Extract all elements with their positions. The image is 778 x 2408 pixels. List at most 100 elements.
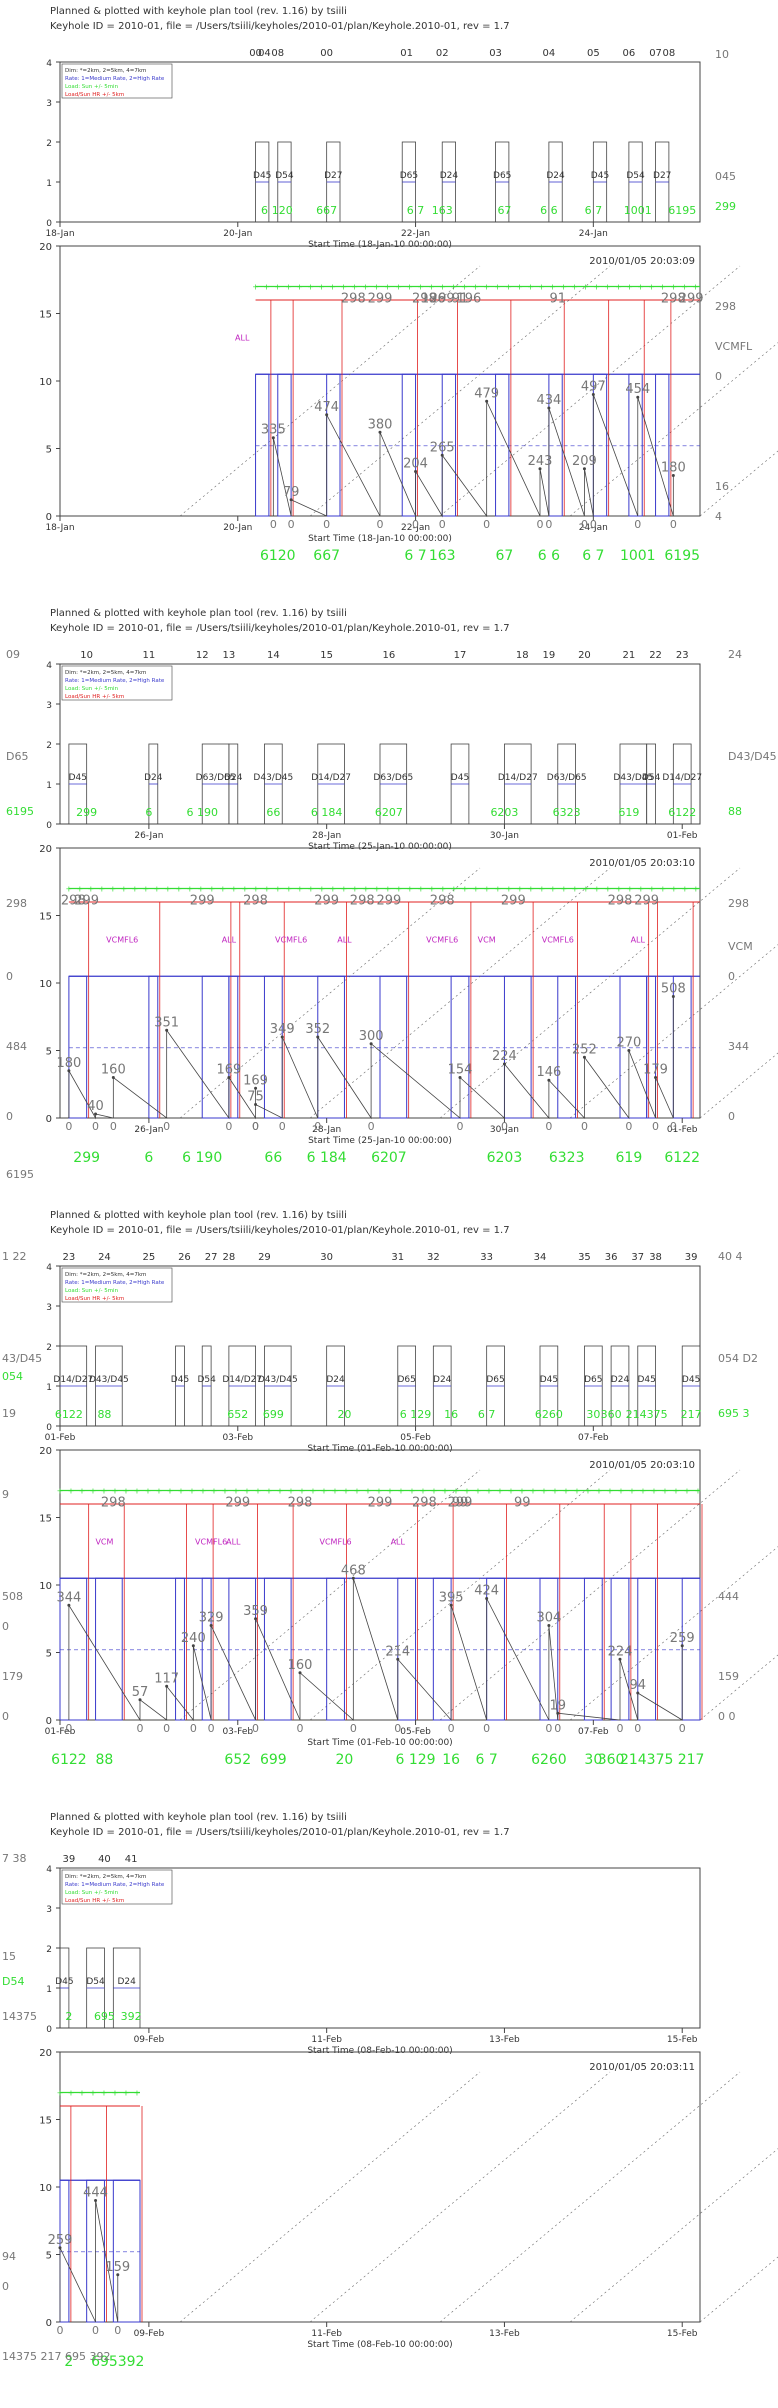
green-marker: + xyxy=(506,885,513,894)
upper-bottom-value: 652 xyxy=(227,1408,248,1421)
green-marker: + xyxy=(472,283,479,292)
activity-label: D45 xyxy=(253,171,271,181)
upper-y-tick-label: 3 xyxy=(46,1303,52,1313)
green-marker: + xyxy=(662,1487,669,1496)
data-point-label: 351 xyxy=(154,1015,179,1030)
upper-y-tick-label: 0 xyxy=(46,2025,52,2035)
top-hour-number: 32 xyxy=(427,1252,440,1263)
zero-label: 0 xyxy=(190,1722,197,1735)
lower-y-tick-label: 5 xyxy=(46,445,52,456)
green-marker: + xyxy=(90,2089,97,2098)
top-hour-number: 14 xyxy=(267,650,280,661)
lower-activity-box xyxy=(441,373,457,517)
data-point-label: 214 xyxy=(385,1644,410,1659)
green-marker: + xyxy=(189,1487,196,1496)
top-hour-number: 00 xyxy=(249,48,262,59)
zero-label: 0 xyxy=(252,1120,259,1133)
top-hour-number: 02 xyxy=(436,48,449,59)
green-marker: + xyxy=(453,1487,460,1496)
data-point-label: 335 xyxy=(261,423,286,438)
green-marker: + xyxy=(607,1487,614,1496)
activity-label: D24 xyxy=(546,171,565,181)
top-hour-number: 00 xyxy=(320,48,333,59)
legend-box xyxy=(61,63,173,99)
peak-label: 299 xyxy=(376,894,401,909)
lower-date-label: 28-Jan xyxy=(312,1125,341,1135)
green-marker: + xyxy=(264,885,271,894)
legend: Dim: *=2km, 2=5km, 4=7km Rate: 1=Medium R… xyxy=(61,1869,173,1905)
green-marker: + xyxy=(409,1487,416,1496)
green-marker: + xyxy=(527,283,534,292)
lower-y-tick-label: 5 xyxy=(46,1047,52,1058)
activity-label: D24 xyxy=(326,1375,345,1385)
data-point xyxy=(111,1076,115,1079)
activity-label: D45 xyxy=(637,1375,655,1385)
upper-bottom-value: 6122 xyxy=(55,1408,83,1421)
green-marker: + xyxy=(263,283,270,292)
green-marker: + xyxy=(101,2089,108,2098)
upper-x-label: Start Time (01-Feb-10 00:00:00) xyxy=(307,1444,452,1454)
lower-y-tick-label: 10 xyxy=(39,2183,52,2194)
upper-date-label: 22-Jan xyxy=(401,229,430,239)
activity-label: D63/D65 xyxy=(373,773,413,783)
zero-label: 0 xyxy=(590,518,597,531)
upper-bottom-value: 6122 xyxy=(668,806,696,819)
lower-date-label: 20-Jan xyxy=(223,523,252,533)
green-marker: + xyxy=(583,885,590,894)
edge-label: 7 38 xyxy=(2,1852,27,1865)
green-marker: + xyxy=(88,885,95,894)
data-point xyxy=(298,1671,302,1675)
edge-label: 298 xyxy=(728,897,749,910)
lower-activity-box xyxy=(68,975,88,1119)
activity-label: D24 xyxy=(144,773,163,783)
green-marker: + xyxy=(57,1487,64,1496)
green-marker: + xyxy=(319,885,326,894)
lower-x-label: Start Time (25-Jan-10 00:00:00) xyxy=(308,1136,452,1146)
green-marker: + xyxy=(616,885,623,894)
edge-label: 14375 xyxy=(2,2010,37,2023)
lower-activity-box xyxy=(637,1577,657,1721)
mode-label: ALL xyxy=(391,1538,406,1547)
legend-box xyxy=(61,665,173,701)
green-marker: + xyxy=(233,1487,240,1496)
upper-bottom-value: 360 xyxy=(601,1408,622,1421)
data-point xyxy=(582,467,586,471)
lower-activity-box xyxy=(495,373,510,517)
green-marker: + xyxy=(330,885,337,894)
data-point xyxy=(414,469,418,473)
data-point-label: 508 xyxy=(661,982,686,997)
green-marker: + xyxy=(681,283,688,292)
lower-bottom-value: 695 xyxy=(91,2354,118,2370)
top-hour-number: 13 xyxy=(223,650,236,661)
mode-label: ALL xyxy=(222,936,237,945)
upper-bottom-value: 6207 xyxy=(375,806,403,819)
zero-label: 0 xyxy=(270,518,277,531)
activity-label: D65 xyxy=(397,1375,415,1385)
green-marker: + xyxy=(352,885,359,894)
plan-page-1: Planned & plotted with keyhole plan tool… xyxy=(39,6,778,564)
peak-label: 298 xyxy=(430,894,455,909)
zero-label: 0 xyxy=(634,1722,641,1735)
data-point-label: 349 xyxy=(270,1022,295,1037)
green-marker: + xyxy=(123,2089,130,2098)
edge-label: VCMFL xyxy=(715,340,753,353)
activity-label: D63/D65 xyxy=(196,773,236,783)
upper-x-label: Start Time (08-Feb-10 00:00:00) xyxy=(307,2046,452,2056)
lower-bottom-value: 652 xyxy=(224,1752,251,1768)
lower-bottom-value: 6 7 xyxy=(582,548,604,564)
zero-label: 0 xyxy=(670,1120,677,1133)
zero-label: 0 xyxy=(288,518,295,531)
zero-label: 0 xyxy=(137,1722,144,1735)
lower-activity-box xyxy=(255,373,270,517)
guide-line xyxy=(179,265,481,517)
green-marker: + xyxy=(341,885,348,894)
green-marker: + xyxy=(660,885,667,894)
legend-entry: Load/Sun HR +/- 5km xyxy=(65,694,124,700)
green-marker: + xyxy=(508,1487,515,1496)
green-marker: + xyxy=(596,1487,603,1496)
legend-entry: Dim: *=2km, 2=5km, 4=7km xyxy=(65,68,146,74)
upper-date-label: 07-Feb xyxy=(578,1433,609,1443)
green-marker: + xyxy=(538,283,545,292)
header-line-1: Planned & plotted with keyhole plan tool… xyxy=(50,608,347,619)
upper-y-tick-label: 2 xyxy=(46,1343,52,1353)
